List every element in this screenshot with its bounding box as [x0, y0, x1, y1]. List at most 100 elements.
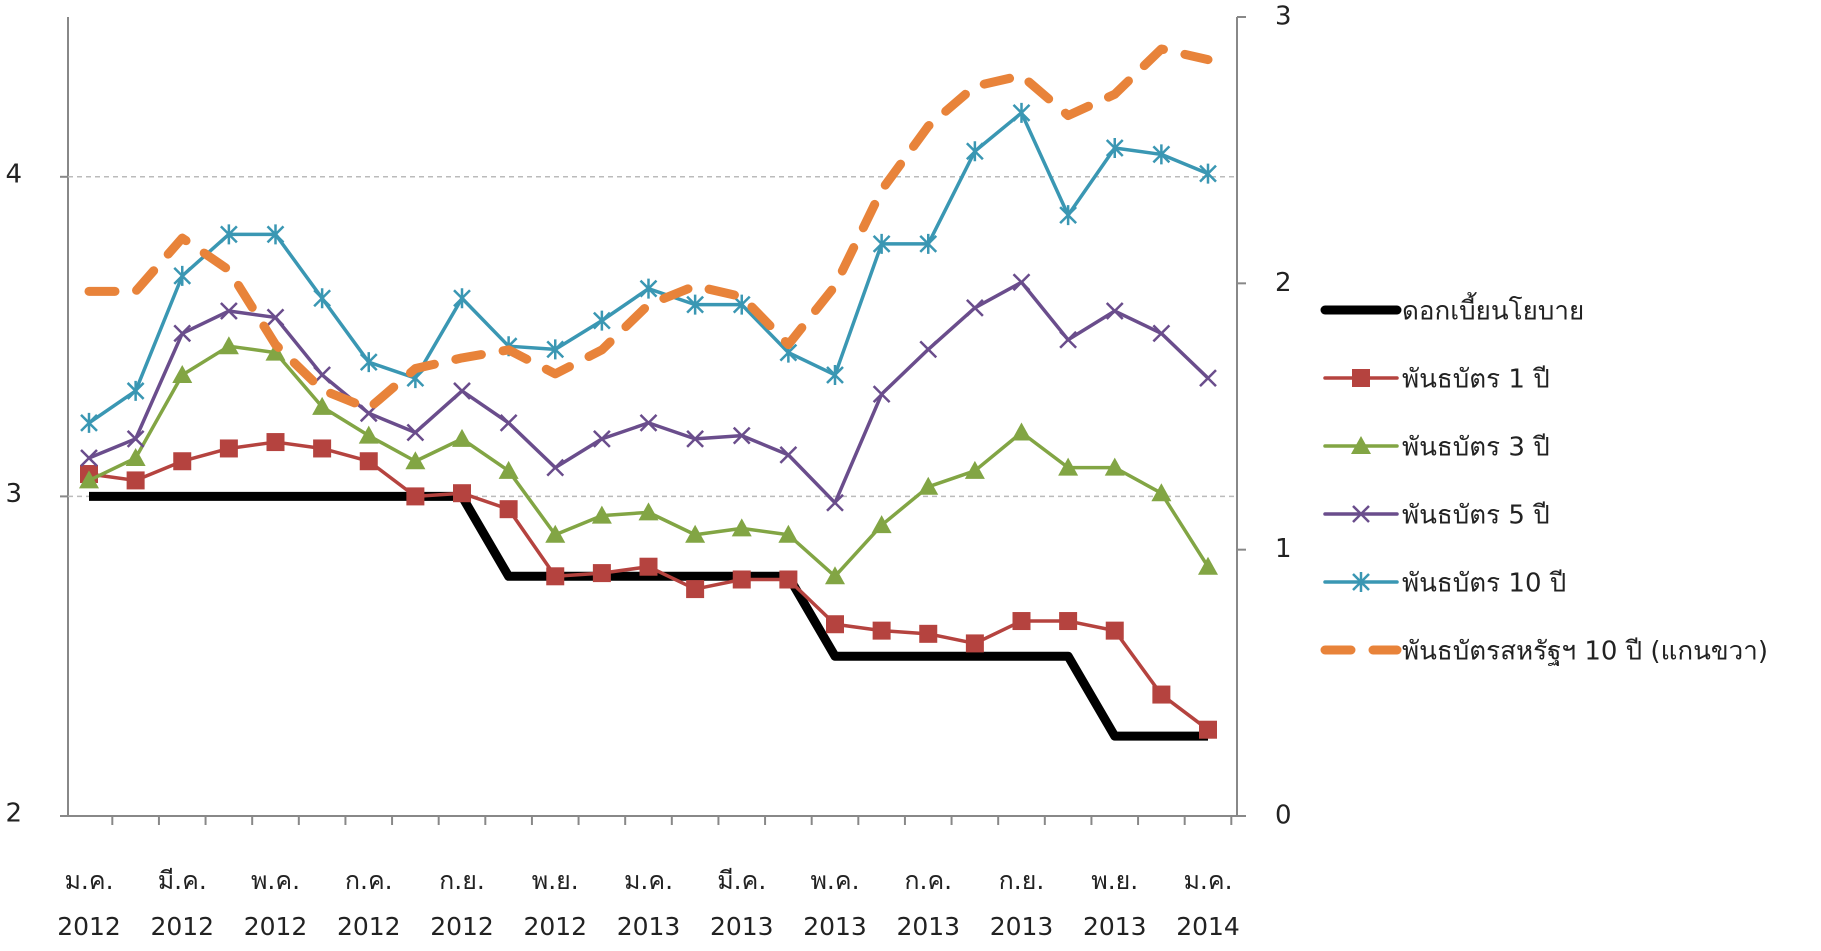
marker — [173, 265, 192, 286]
marker — [1105, 302, 1124, 320]
x-tick-label: ม.ค. 2014 — [1176, 866, 1240, 941]
marker — [173, 324, 192, 343]
series-line — [88, 111, 1209, 425]
legend-label: ดอกเบี้ยนโยบาย — [1402, 292, 1584, 327]
marker — [406, 487, 425, 506]
marker — [732, 570, 751, 589]
y-tick-label: 2 — [5, 799, 22, 829]
marker — [1105, 138, 1124, 159]
marker — [591, 505, 612, 524]
marker — [126, 471, 145, 490]
x-tick-label: ก.ย. 2012 — [430, 866, 494, 941]
marker — [825, 566, 845, 585]
marker — [1059, 612, 1078, 631]
series-line — [89, 491, 1208, 741]
marker — [1012, 102, 1031, 123]
marker — [639, 414, 658, 432]
marker — [499, 414, 518, 432]
marker — [639, 278, 658, 299]
marker — [1058, 457, 1079, 476]
marker — [872, 233, 891, 254]
x-tick-label: มี.ค. 2013 — [709, 866, 774, 941]
y-tick-label: 3 — [5, 479, 22, 509]
marker — [453, 382, 471, 400]
marker — [359, 452, 378, 471]
marker — [826, 493, 844, 512]
marker — [872, 385, 891, 404]
marker — [1199, 369, 1217, 388]
marker — [965, 141, 984, 162]
marker — [266, 224, 285, 245]
marker — [1198, 556, 1218, 575]
marker — [498, 460, 519, 479]
marker — [1352, 369, 1370, 387]
marker — [685, 524, 706, 543]
legend-label: พันธบัตร 10 ปี — [1402, 569, 1566, 599]
marker — [638, 502, 659, 521]
marker — [1105, 621, 1124, 640]
marker — [219, 302, 238, 320]
x-tick-label: ก.ย. 2013 — [989, 866, 1054, 941]
marker — [1012, 612, 1031, 631]
y-tick-label: 4 — [5, 159, 22, 189]
marker — [732, 294, 751, 315]
legend-label: พันธบัตรสหรัฐฯ 10 ปี (แกนขวา) — [1402, 637, 1768, 667]
x-tick-label: พ.ย. 2013 — [1082, 866, 1147, 941]
marker — [126, 429, 145, 448]
marker — [79, 470, 99, 489]
marker — [686, 429, 705, 448]
x-tick-label: ม.ค. 2013 — [616, 866, 681, 941]
marker — [1199, 163, 1217, 184]
marker — [313, 288, 332, 309]
marker — [173, 452, 192, 471]
marker — [1152, 685, 1171, 704]
marker — [125, 448, 146, 467]
marker — [80, 412, 98, 433]
series-line — [88, 344, 1210, 579]
marker — [406, 423, 425, 442]
marker — [219, 224, 238, 245]
marker — [218, 336, 239, 355]
marker — [1059, 330, 1078, 349]
marker — [405, 451, 426, 470]
legend-label: พันธบัตร 1 ปี — [1402, 365, 1550, 395]
marker — [918, 476, 939, 495]
marker — [826, 364, 844, 385]
marker — [266, 308, 285, 327]
marker — [1351, 436, 1371, 454]
y2-tick-label: 1 — [1275, 534, 1292, 564]
marker — [172, 364, 193, 383]
legend-label: พันธบัตร 5 ปี — [1402, 501, 1550, 531]
marker — [826, 615, 844, 634]
x-tick-label: พ.ย. 2012 — [523, 866, 588, 941]
marker — [919, 624, 938, 643]
x-tick-label: มี.ค. 2012 — [150, 866, 215, 941]
marker — [592, 310, 611, 331]
marker — [686, 294, 705, 315]
marker — [453, 288, 471, 309]
marker — [639, 557, 658, 576]
marker — [1104, 457, 1125, 476]
marker — [965, 298, 984, 317]
marker — [126, 380, 145, 401]
marker — [779, 570, 798, 589]
marker — [731, 518, 752, 537]
marker — [964, 460, 985, 479]
marker — [1151, 483, 1172, 502]
marker — [546, 567, 565, 586]
y2-tick-label: 3 — [1275, 2, 1292, 32]
series-line — [84, 44, 1213, 414]
marker — [1152, 144, 1171, 165]
marker — [312, 396, 333, 415]
marker — [546, 458, 565, 477]
series-line — [88, 280, 1210, 505]
y2-tick-label: 2 — [1275, 268, 1292, 298]
marker — [266, 433, 285, 452]
marker — [80, 449, 98, 467]
marker — [359, 352, 378, 373]
x-tick-label: พ.ค. 2012 — [243, 866, 308, 941]
marker — [545, 524, 566, 543]
marker — [452, 428, 472, 447]
